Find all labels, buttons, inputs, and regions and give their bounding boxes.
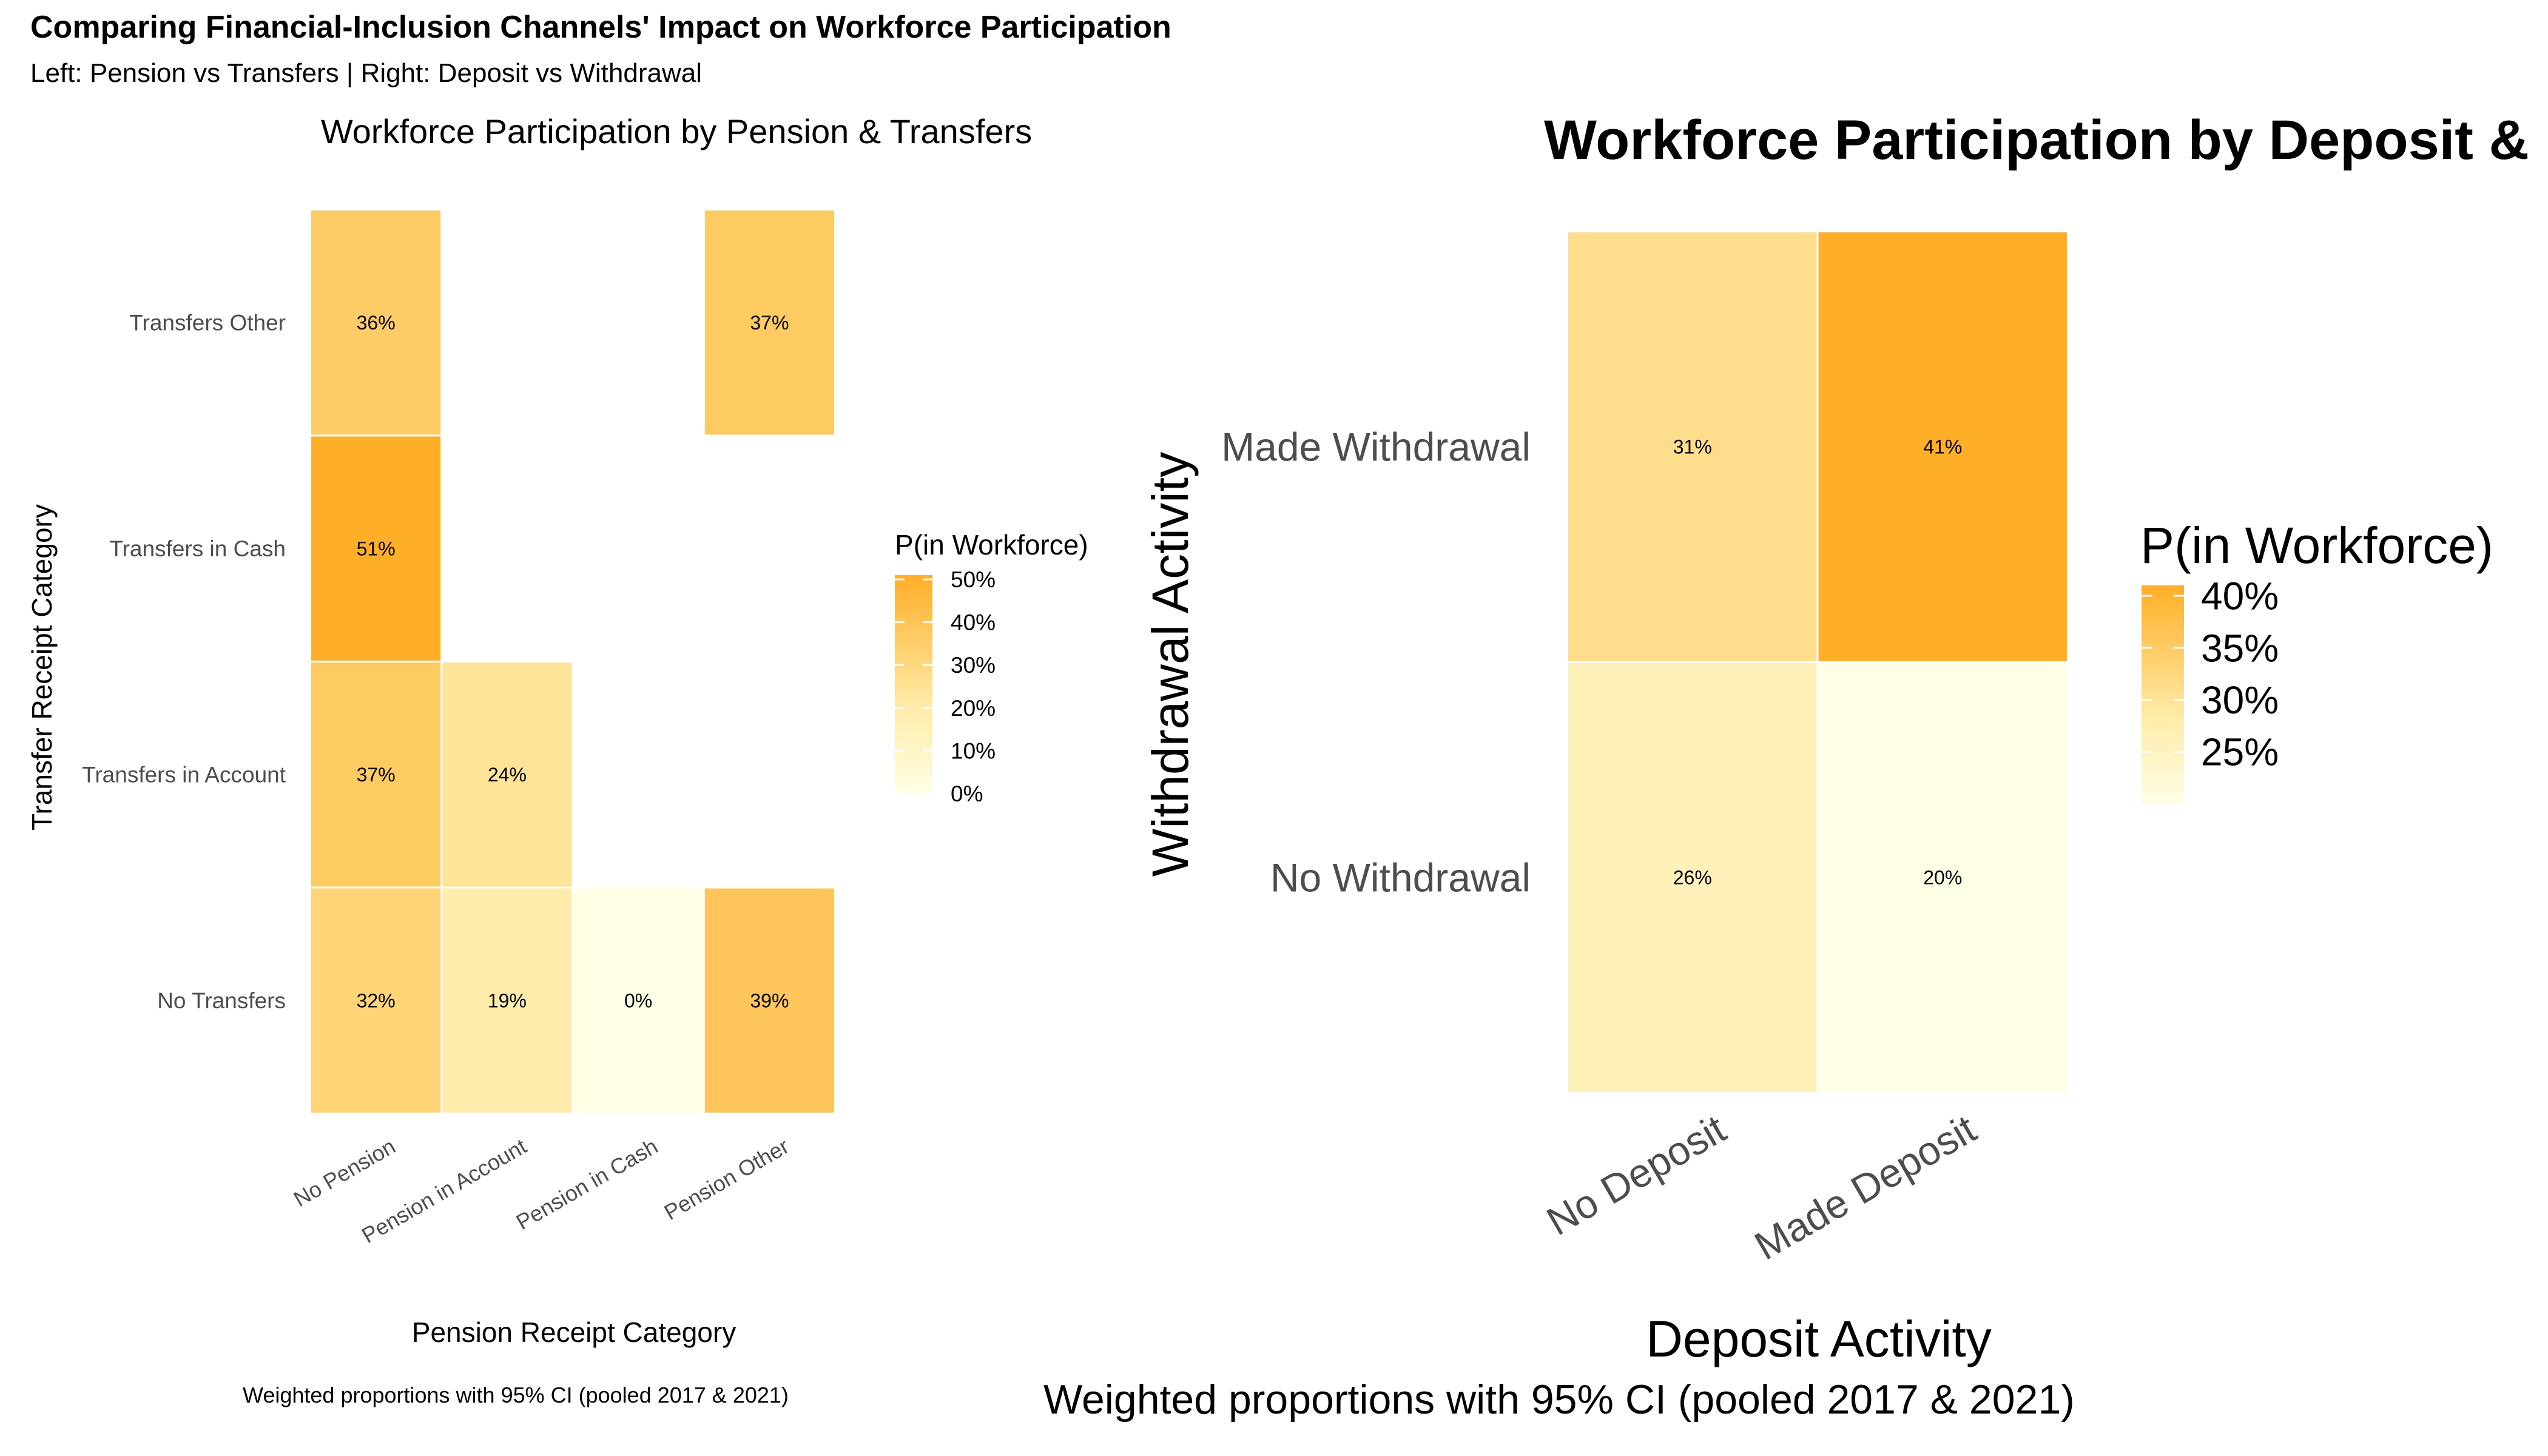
right-y-tick-no-withdrawal: No Withdrawal — [1270, 855, 1531, 900]
right-x-tick-no-deposit: No Deposit — [1539, 1106, 1733, 1244]
left-y-tick-transfers-in-cash: Transfers in Cash — [109, 536, 286, 561]
left-legend-tick-label: 10% — [951, 738, 996, 763]
right-legend: P(in Workforce) 25% 30% 35% 40% — [2140, 517, 2493, 804]
left-legend-title: P(in Workforce) — [895, 529, 1088, 561]
right-legend-tick-label: 35% — [2201, 626, 2279, 670]
left-cell-label: 37% — [357, 764, 396, 786]
right-cell-made-deposit-no-withdrawal — [1818, 663, 2067, 1092]
left-cell-label: 19% — [488, 989, 527, 1011]
left-legend-tick-label: 0% — [951, 781, 983, 806]
left-cell-no-pension-no-transfers — [311, 888, 441, 1113]
right-y-tick-labels: No Withdrawal Made Withdrawal — [1221, 425, 1531, 900]
left-cell-pension-in-cash-no-transfers — [573, 888, 703, 1113]
right-y-tick-made-withdrawal: Made Withdrawal — [1221, 425, 1531, 470]
left-caption: Weighted proportions with 95% CI (pooled… — [243, 1383, 789, 1407]
right-cell-made-deposit-made-withdrawal — [1818, 232, 2067, 661]
left-y-tick-no-transfers: No Transfers — [157, 988, 286, 1013]
right-cell-label: 41% — [1923, 436, 1962, 458]
right-caption: Weighted proportions with 95% CI (pooled… — [1043, 1377, 2075, 1423]
left-y-tick-labels: No Transfers Transfers in Account Transfer… — [82, 311, 286, 1013]
left-cell-label: 51% — [357, 538, 396, 559]
right-x-tick-made-deposit: Made Deposit — [1747, 1106, 1984, 1269]
right-legend-title: P(in Workforce) — [2140, 517, 2493, 574]
left-legend-tick-label: 40% — [951, 610, 996, 635]
left-x-tick-no-pension: No Pension — [289, 1133, 400, 1212]
left-legend-colorbar — [895, 575, 932, 794]
left-legend: P(in Workforce) 0% 10% 20% 30% 40% 50% — [895, 529, 1088, 806]
left-x-tick-pension-other: Pension Other — [660, 1133, 794, 1225]
left-y-tick-transfers-other: Transfers Other — [129, 311, 286, 335]
right-cell-label: 20% — [1923, 867, 1962, 889]
left-legend-tick-label: 50% — [951, 567, 996, 592]
left-cell-no-pension-transfers-in-cash — [311, 436, 441, 661]
left-x-tick-pension-in-cash: Pension in Cash — [512, 1133, 662, 1235]
left-legend-tick-label: 30% — [951, 653, 996, 678]
right-legend-tick-label: 40% — [2201, 575, 2279, 618]
left-chart-title: Workforce Participation by Pension & Tra… — [321, 112, 1032, 150]
right-legend-tick-label: 30% — [2201, 678, 2279, 722]
right-heatmap-panel: Workforce Participation by Deposit & 31%… — [1043, 109, 2529, 1423]
left-x-axis-title: Pension Receipt Category — [412, 1316, 736, 1348]
left-cell-label: 37% — [750, 312, 789, 334]
left-cell-label: 24% — [488, 764, 527, 786]
right-cell-no-deposit-no-withdrawal — [1568, 663, 1817, 1092]
left-cell-pension-in-account-transfers-in-account — [442, 662, 572, 887]
left-y-axis-title: Transfer Receipt Category — [26, 504, 58, 831]
right-x-tick-labels: No Deposit Made Deposit — [1539, 1106, 1983, 1269]
right-legend-colorbar — [2142, 585, 2184, 804]
left-cell-label: 32% — [357, 989, 396, 1011]
right-legend-ticks: 25% 30% 35% 40% — [2142, 575, 2279, 774]
left-legend-ticks: 0% 10% 20% 30% 40% 50% — [895, 567, 996, 806]
right-heatmap-cells: 31% 41% 26% 20% — [1568, 232, 2067, 1092]
right-cell-label: 31% — [1673, 436, 1712, 458]
left-legend-tick-label: 20% — [951, 696, 996, 721]
left-cell-label: 36% — [357, 312, 396, 334]
left-cell-pension-other-transfers-other — [704, 211, 834, 435]
right-cell-no-deposit-made-withdrawal — [1568, 232, 1817, 661]
left-cell-no-pension-transfers-other — [311, 211, 441, 435]
right-chart-title: Workforce Participation by Deposit & — [1544, 109, 2529, 171]
figure-subtitle: Left: Pension vs Transfers | Right: Depo… — [30, 58, 702, 88]
left-cell-label: 39% — [750, 989, 789, 1011]
right-legend-tick-label: 25% — [2201, 730, 2279, 774]
right-cell-label: 26% — [1673, 867, 1712, 889]
left-y-tick-transfers-in-account: Transfers in Account — [82, 763, 286, 787]
left-heatmap-panel: Workforce Participation by Pension & Tra… — [26, 112, 1088, 1407]
left-cell-no-pension-transfers-in-account — [311, 662, 441, 887]
left-cell-label: 0% — [624, 989, 652, 1011]
left-cell-pension-other-no-transfers — [704, 888, 834, 1113]
right-x-axis-title: Deposit Activity — [1646, 1310, 1992, 1367]
left-heatmap-cells: 36% 37% 51% 37% 24% 32% 19% 0% 39% — [311, 211, 834, 1113]
left-cell-pension-in-account-no-transfers — [442, 888, 572, 1113]
right-y-axis-title: Withdrawal Activity — [1142, 452, 1199, 877]
figure-title: Comparing Financial-Inclusion Channels' … — [30, 10, 1171, 45]
